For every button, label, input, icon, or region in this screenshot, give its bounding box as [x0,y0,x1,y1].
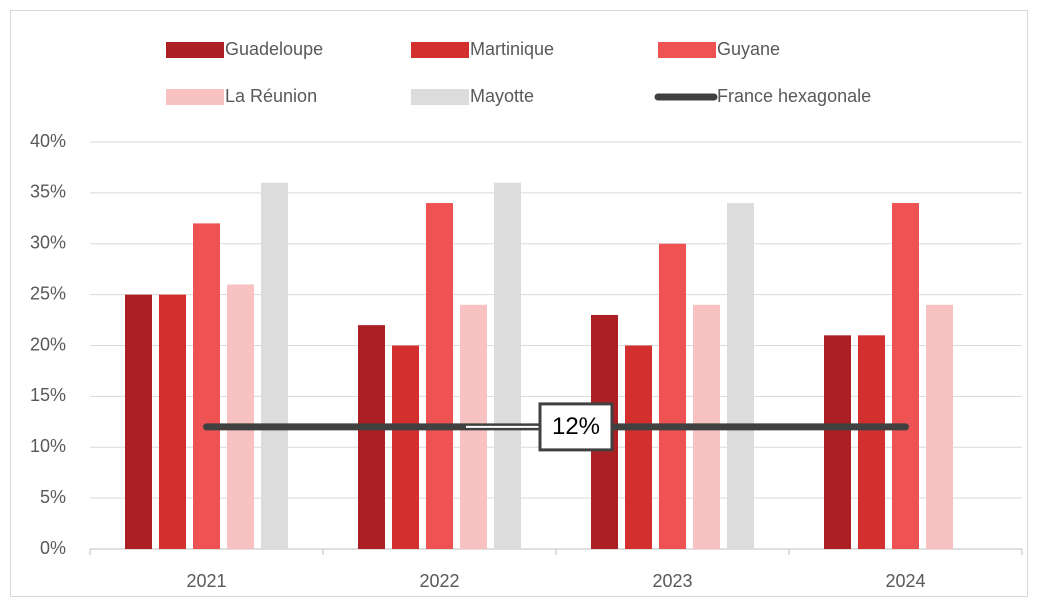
legend-label: Guadeloupe [225,39,323,59]
legend-swatch [411,89,469,105]
legend-swatch [166,42,224,58]
bar [125,294,152,549]
legend-label: France hexagonale [717,86,871,106]
bar [494,182,521,549]
legend-swatch [411,42,469,58]
bar [426,203,453,550]
y-tick-label: 0% [40,538,66,558]
y-tick-label: 40% [30,131,66,151]
bar [227,284,254,549]
y-tick-label: 30% [30,233,66,253]
bar [659,243,686,549]
bar [926,304,953,549]
y-tick-label: 35% [30,182,66,202]
bar [159,294,186,549]
y-tick-label: 25% [30,283,66,303]
y-tick-label: 10% [30,436,66,456]
bar [858,335,885,549]
legend-label: Martinique [470,39,554,59]
bar [392,345,419,549]
bar [358,325,385,549]
bar [727,203,754,550]
legend-label: La Réunion [225,86,317,106]
legend-label: Guyane [717,39,780,59]
bar [824,335,851,549]
x-tick-label: 2023 [652,571,692,591]
bar [892,203,919,550]
annotation: 12% [552,413,600,440]
y-tick-label: 5% [40,487,66,507]
annotation-box [538,402,614,452]
y-tick-label: 20% [30,334,66,354]
legend-swatch [658,42,716,58]
legend-label: Mayotte [470,86,534,106]
x-tick-label: 2024 [885,571,925,591]
bar [193,223,220,549]
bar [625,345,652,549]
x-tick-label: 2022 [419,571,459,591]
y-tick-label: 15% [30,385,66,405]
x-tick-label: 2021 [186,571,226,591]
bar [261,182,288,549]
legend-swatch [166,89,224,105]
